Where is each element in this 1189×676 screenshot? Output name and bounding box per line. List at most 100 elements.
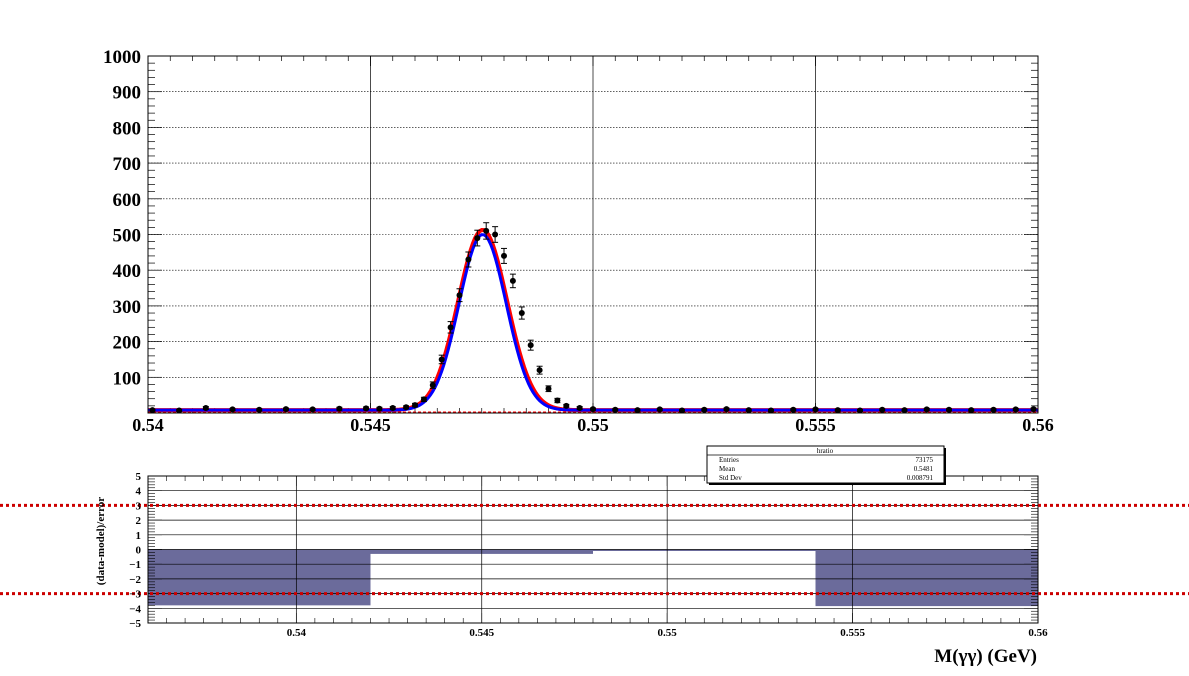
- x-tick-label: 0.56: [1022, 415, 1054, 435]
- ratio-y-tick-label: −3: [129, 589, 141, 601]
- ratio-y-tick-label: −5: [129, 618, 141, 630]
- data-point: [812, 406, 819, 413]
- y-tick-label: 1000: [103, 47, 141, 68]
- data-point: [879, 406, 886, 413]
- y-tick-label: 400: [113, 261, 142, 282]
- data-point: [545, 385, 552, 392]
- ratio-panel: −5 −4 −3 −2 −1 0 1 2 3 4 5 0.54 0.545 0.55 0.555 0.56: [0, 471, 1189, 639]
- data-point: [447, 324, 454, 331]
- data-point: [563, 402, 570, 409]
- ratio-y-tick-label: 0: [136, 545, 142, 557]
- data-point: [309, 406, 316, 413]
- data-point: [282, 406, 289, 413]
- data-point: [336, 405, 343, 412]
- stats-box: hratio Entries 73175 Mean 0.5481 Std Dev…: [706, 445, 946, 485]
- plot-frame: [147, 55, 1039, 414]
- data-point: [1030, 406, 1037, 413]
- ratio-y-tick-label: 4: [136, 486, 142, 498]
- data-point: [768, 407, 774, 414]
- data-point: [968, 407, 975, 414]
- stats-box-title: hratio: [817, 447, 834, 455]
- data-point: [590, 406, 596, 413]
- data-point: [474, 235, 481, 242]
- data-point: [483, 227, 490, 234]
- data-point: [554, 397, 561, 404]
- data-point: [202, 405, 209, 412]
- data-point: [420, 396, 427, 403]
- x-tick-label: 0.54: [132, 415, 164, 435]
- data-point: [1012, 406, 1019, 413]
- data-point: [518, 310, 525, 317]
- ratio-bar: [593, 549, 816, 551]
- ratio-y-tick-label: −2: [129, 574, 141, 586]
- ratio-bar: [148, 549, 371, 606]
- stats-row-label: Entries: [719, 456, 739, 464]
- data-point: [229, 406, 236, 413]
- ratio-y-tick-label: 2: [136, 515, 142, 527]
- data-point: [149, 407, 156, 414]
- data-point: [923, 406, 930, 413]
- ratio-bar: [815, 549, 1038, 607]
- x-tick-label: 0.55: [577, 415, 609, 435]
- data-point: [389, 405, 396, 412]
- ratio-y-axis-label: (data-model)/error: [95, 497, 107, 585]
- y-tick-label: 200: [113, 333, 142, 354]
- ratio-y-tick-label: 1: [136, 530, 142, 542]
- data-point: [576, 405, 583, 412]
- data-point: [946, 406, 952, 413]
- ratio-x-tick-label: 0.56: [1028, 627, 1048, 639]
- stats-row-value: 0.008791: [907, 474, 934, 482]
- data-point: [901, 407, 908, 414]
- data-point: [527, 342, 534, 349]
- x-axis-label: M(γγ) (GeV): [934, 646, 1037, 667]
- x-tick-label: 0.545: [350, 415, 391, 435]
- ratio-y-tick-label: −1: [129, 559, 141, 571]
- data-point: [363, 405, 370, 412]
- y-tick-label: 500: [113, 226, 142, 247]
- data-point: [834, 407, 841, 414]
- data-point: [376, 405, 383, 412]
- stats-box-shadow-right: [944, 448, 946, 485]
- ratio-y-tick-label: 3: [136, 500, 142, 512]
- data-point: [536, 367, 543, 374]
- data-point: [403, 404, 410, 411]
- data-point: [745, 407, 752, 414]
- data-point: [509, 277, 516, 284]
- data-point: [465, 256, 472, 263]
- stats-row-value: 0.5481: [914, 465, 934, 473]
- data-point: [634, 407, 641, 414]
- ratio-y-tick-label: 5: [136, 471, 142, 483]
- stats-box-shadow-bottom: [709, 483, 946, 485]
- ratio-x-tick-label: 0.555: [840, 627, 865, 639]
- top-panel: 100 200 300 400 500 600 700 800 900 1000 0.54 0.545…: [103, 47, 1054, 435]
- data-point: [501, 252, 507, 259]
- ratio-plot-frame: [147, 475, 1039, 624]
- data-point: [701, 406, 708, 413]
- data-point: [656, 406, 663, 413]
- x-tick-label: 0.555: [795, 415, 836, 435]
- data-point: [176, 407, 183, 414]
- y-tick-label: 900: [113, 83, 142, 104]
- stats-row-label: Mean: [719, 465, 735, 473]
- ratio-y-tick-label: −4: [129, 603, 141, 615]
- data-point: [790, 406, 797, 413]
- y-tick-label: 100: [113, 368, 142, 389]
- data-point: [256, 406, 263, 413]
- data-point: [412, 402, 418, 409]
- stats-row-label: Std Dev: [719, 474, 742, 482]
- data-point: [723, 406, 730, 413]
- y-tick-label: 600: [113, 190, 142, 211]
- data-point: [990, 406, 997, 413]
- data-point: [429, 382, 436, 389]
- data-point: [612, 406, 619, 413]
- data-point: [857, 407, 863, 414]
- y-tick-label: 300: [113, 297, 142, 318]
- y-tick-label: 700: [113, 154, 142, 175]
- y-tick-label: 800: [113, 118, 142, 139]
- data-point: [679, 407, 685, 414]
- stats-row-value: 73175: [916, 456, 934, 464]
- ratio-x-tick-label: 0.545: [469, 627, 494, 639]
- data-point: [438, 356, 445, 363]
- data-point: [456, 292, 463, 299]
